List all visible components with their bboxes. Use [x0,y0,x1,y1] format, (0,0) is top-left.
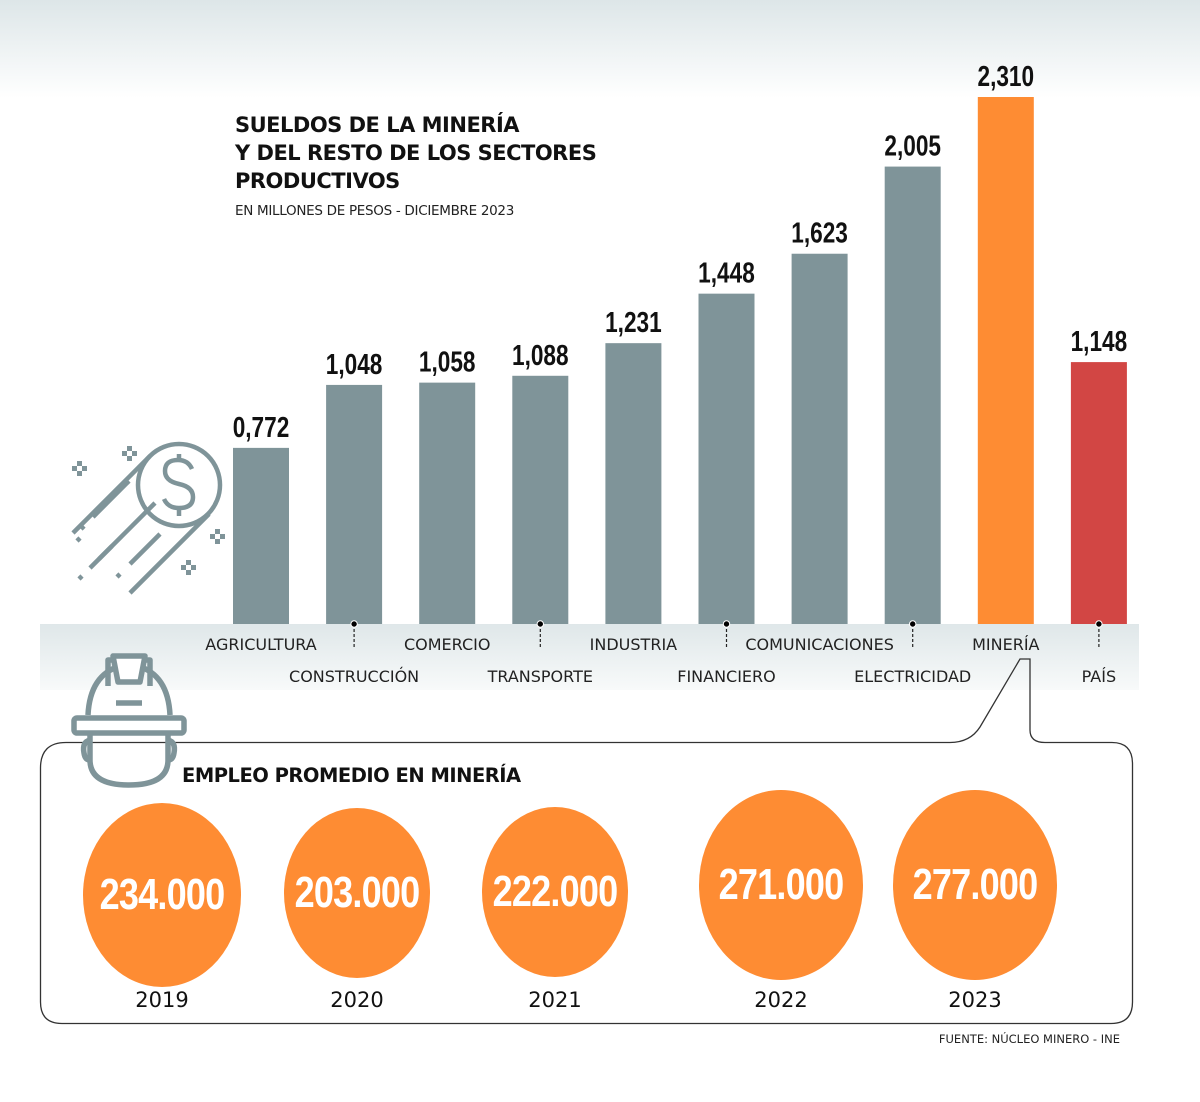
miner-helmet-icon [71,653,187,788]
bar-4 [605,343,662,624]
employment-value: 203.000 [294,868,421,917]
bar-9 [1070,362,1127,624]
leader-dot-5 [722,620,731,628]
employment-value: 271.000 [718,860,845,909]
bar-chart: 0,772 AGRICULTURA 1,048 CONSTRUCCIÓN 1,058 CO… [205,59,1128,686]
leader-dot-3 [536,620,544,628]
bar-0 [233,447,289,624]
employment-circle-2020: 203.000 [283,808,431,978]
bar-value-label-7: 2,005 [884,129,941,162]
bar-1 [326,384,383,624]
employment-year: 2022 [754,988,808,1012]
bar-value-label-8: 2,310 [977,59,1034,92]
category-label-1: CONSTRUCCIÓN [289,667,419,686]
bar-3 [512,375,569,624]
leader-dot-1 [350,620,358,628]
leader-dot-9 [1095,620,1103,628]
category-label-5: FINANCIERO [677,667,776,686]
employment-title: EMPLEO PROMEDIO EN MINERÍA [182,764,521,787]
top-gradient [0,0,1200,98]
chart-title-line-3: PRODUCTIVOS [235,169,400,193]
source-note: FUENTE: NÚCLEO MINERO - INE [938,1032,1120,1046]
leader-dot-7 [909,620,917,628]
chart-subtitle: EN MILLONES DE PESOS - DICIEMBRE 2023 [235,203,515,219]
category-label-7: ELECTRICIDAD [854,667,971,686]
category-label-0: AGRICULTURA [205,635,316,654]
employment-year: 2020 [330,988,384,1012]
category-label-6: COMUNICACIONES [745,635,894,654]
employment-circle-2022: 271.000 [699,790,863,980]
employment-circle-2021: 222.000 [481,807,629,977]
bar-value-label-0: 0,772 [233,410,290,443]
bar-value-label-9: 1,148 [1071,324,1128,357]
bar-value-label-4: 1,231 [605,305,662,338]
employment-year: 2021 [528,988,582,1012]
employment-callout-box [39,658,1134,1025]
employment-year: 2023 [948,988,1002,1012]
category-label-2: COMERCIO [404,635,490,654]
bar-value-label-5: 1,448 [698,256,755,289]
bar-value-label-3: 1,088 [512,338,569,371]
category-band [40,624,1139,690]
employment-year: 2019 [135,988,189,1012]
employment-circle-2023: 277.000 [893,790,1057,980]
chart-title-line-1: SUELDOS DE LA MINERÍA [235,113,520,137]
bar-6 [791,253,848,624]
bar-value-label-1: 1,048 [326,347,383,380]
bar-value-label-2: 1,058 [419,345,476,378]
category-label-3: TRANSPORTE [487,667,593,686]
employment-value: 234.000 [99,870,226,919]
bar-value-label-6: 1,623 [791,216,848,249]
category-label-8: MINERÍA [972,635,1039,654]
chart-title-line-2: Y DEL RESTO DE LOS SECTORES [235,141,597,165]
bar-2 [419,382,476,624]
bar-7 [884,166,941,624]
bar-8 [977,97,1034,624]
flying-dollar-coin-icon [71,441,225,595]
employment-value: 277.000 [912,860,1039,909]
chart-title: SUELDOS DE LA MINERÍA Y DEL RESTO DE LOS… [235,111,597,195]
employment-circle-2019: 234.000 [82,803,242,987]
category-label-4: INDUSTRIA [590,635,677,654]
bar-5 [698,293,755,624]
employment-value: 222.000 [492,867,619,916]
category-label-9: PAÍS [1082,667,1116,686]
